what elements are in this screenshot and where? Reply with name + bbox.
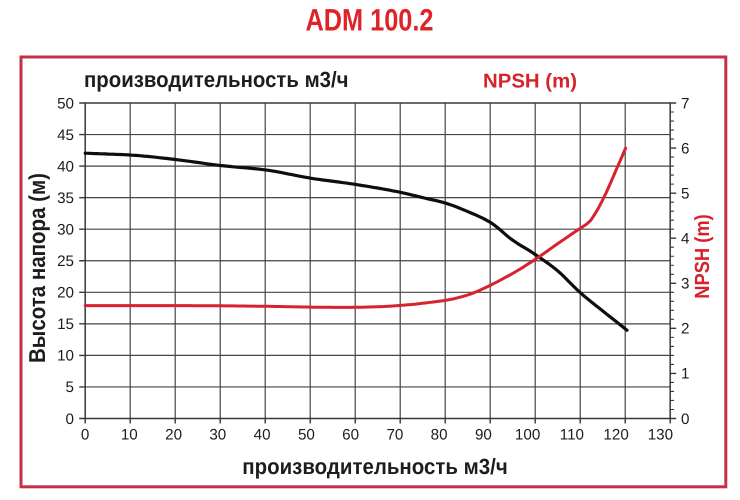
svg-text:80: 80 (431, 427, 448, 444)
svg-text:производительность м3/ч: производительность м3/ч (84, 67, 349, 92)
svg-text:35: 35 (57, 190, 74, 207)
svg-text:120: 120 (603, 427, 628, 444)
svg-text:40: 40 (254, 427, 271, 444)
svg-text:0: 0 (681, 411, 689, 428)
svg-text:110: 110 (560, 427, 584, 444)
svg-text:40: 40 (57, 158, 74, 175)
svg-text:5: 5 (66, 379, 74, 396)
svg-text:45: 45 (57, 127, 74, 144)
svg-text:10: 10 (57, 348, 74, 365)
svg-text:NPSH (m): NPSH (m) (483, 70, 577, 92)
svg-text:60: 60 (342, 427, 359, 444)
svg-text:ADM 100.2: ADM 100.2 (306, 3, 434, 38)
svg-text:20: 20 (57, 285, 74, 302)
svg-text:100: 100 (515, 427, 540, 444)
svg-text:30: 30 (57, 222, 74, 239)
svg-text:70: 70 (386, 427, 403, 444)
svg-text:NPSH (m): NPSH (m) (691, 214, 714, 299)
svg-text:4: 4 (681, 231, 689, 248)
svg-text:0: 0 (81, 427, 89, 444)
svg-text:производительность м3/ч: производительность м3/ч (242, 454, 508, 479)
svg-text:7: 7 (681, 95, 689, 112)
svg-text:3: 3 (681, 276, 689, 293)
svg-text:50: 50 (298, 427, 315, 444)
svg-text:20: 20 (165, 427, 182, 444)
svg-text:6: 6 (681, 140, 689, 157)
svg-text:130: 130 (648, 427, 673, 444)
svg-text:2: 2 (681, 321, 689, 338)
svg-text:90: 90 (475, 427, 492, 444)
svg-text:5: 5 (681, 185, 689, 202)
svg-text:0: 0 (66, 411, 74, 428)
svg-text:25: 25 (57, 253, 74, 270)
svg-text:30: 30 (209, 427, 226, 444)
svg-text:50: 50 (57, 95, 74, 112)
svg-text:10: 10 (121, 427, 138, 444)
svg-text:Высота напора (м): Высота напора (м) (24, 173, 50, 363)
svg-text:15: 15 (57, 316, 74, 333)
svg-text:1: 1 (681, 366, 689, 383)
